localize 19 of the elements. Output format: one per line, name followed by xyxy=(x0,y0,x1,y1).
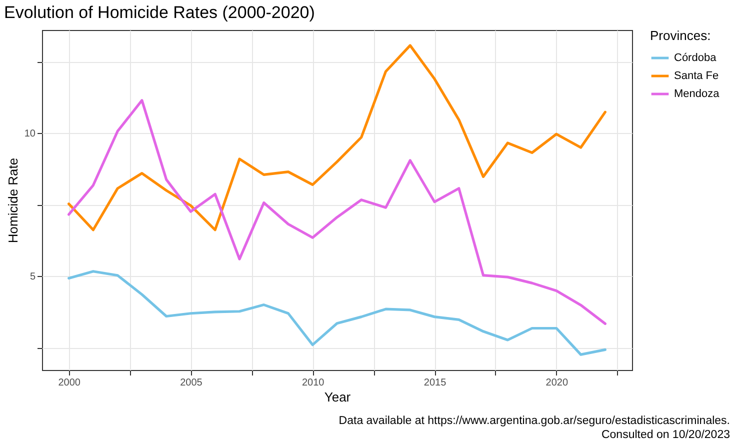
text: Data available at https://www.argentina.gob.ar/seguro/estadisticascriminales. xyxy=(338,414,730,428)
legend-label: Santa Fe xyxy=(674,70,719,82)
legend-label: Mendoza xyxy=(674,88,720,100)
y-tick-label: 10 xyxy=(24,128,36,140)
x-tick-label: 2000 xyxy=(58,378,81,388)
x-tick-label: 2010 xyxy=(302,378,325,388)
chart-title: Evolution of Homicide Rates (2000-2020) xyxy=(4,3,315,22)
text: Consulted on 10/20/2023 xyxy=(600,428,730,442)
line-series xyxy=(68,44,606,232)
x-tick-label: 2020 xyxy=(546,378,568,388)
line-series xyxy=(68,270,606,356)
x-axis-title: Year xyxy=(324,390,352,404)
legend-label: Córdoba xyxy=(674,52,718,64)
line-series xyxy=(68,99,606,325)
y-axis-title: Homicide Rate xyxy=(5,158,20,244)
legend-title: Provinces: xyxy=(650,28,711,43)
y-tick-label: 5 xyxy=(30,272,36,283)
x-tick-label: 2005 xyxy=(180,378,203,388)
x-tick-label: 2015 xyxy=(424,378,447,388)
